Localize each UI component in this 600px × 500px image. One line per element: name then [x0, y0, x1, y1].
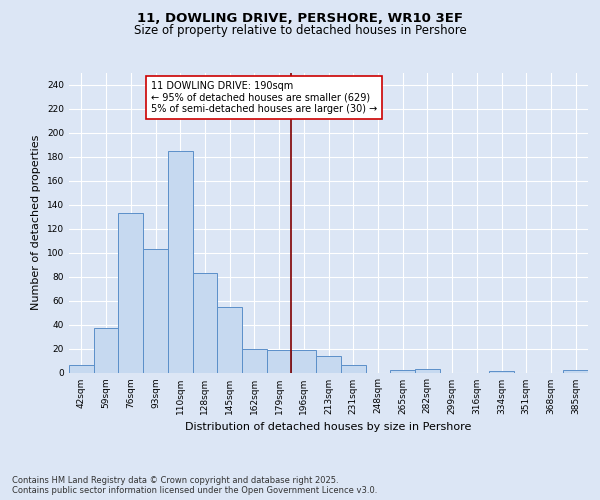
X-axis label: Distribution of detached houses by size in Pershore: Distribution of detached houses by size … [185, 422, 472, 432]
Bar [267, 350, 292, 372]
Y-axis label: Number of detached properties: Number of detached properties [31, 135, 41, 310]
Bar [292, 350, 316, 372]
Text: Contains HM Land Registry data © Crown copyright and database right 2025.
Contai: Contains HM Land Registry data © Crown c… [12, 476, 377, 495]
Bar [390, 370, 415, 372]
Bar [143, 249, 168, 372]
Bar [94, 328, 118, 372]
Bar [415, 369, 440, 372]
Bar [242, 348, 267, 372]
Bar [217, 306, 242, 372]
Bar [563, 370, 588, 372]
Text: Size of property relative to detached houses in Pershore: Size of property relative to detached ho… [134, 24, 466, 37]
Bar [168, 150, 193, 372]
Bar [118, 213, 143, 372]
Bar [193, 273, 217, 372]
Text: 11 DOWLING DRIVE: 190sqm
← 95% of detached houses are smaller (629)
5% of semi-d: 11 DOWLING DRIVE: 190sqm ← 95% of detach… [151, 81, 377, 114]
Text: 11, DOWLING DRIVE, PERSHORE, WR10 3EF: 11, DOWLING DRIVE, PERSHORE, WR10 3EF [137, 12, 463, 26]
Bar [341, 366, 365, 372]
Bar [316, 356, 341, 372]
Bar [69, 366, 94, 372]
